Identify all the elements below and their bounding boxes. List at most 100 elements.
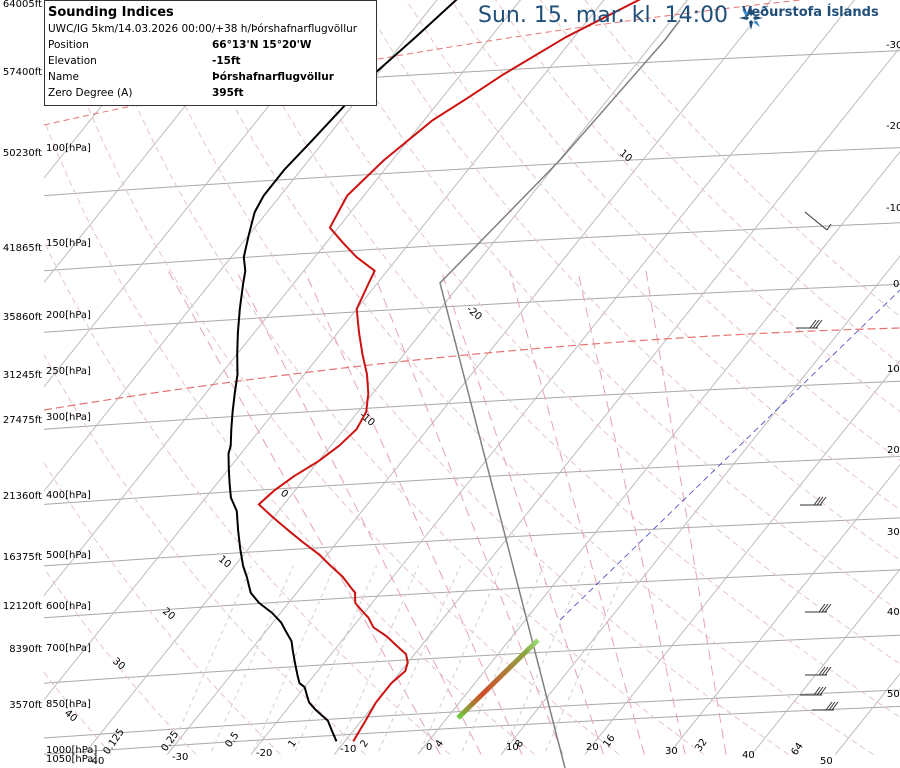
wind-barb-feather [819, 686, 827, 696]
wind-barb-feather [812, 319, 820, 329]
isotherm-label: 30 [110, 656, 127, 673]
isobar-line [44, 689, 900, 739]
right-axis-label: -10 [886, 203, 900, 214]
info-label: Position [48, 39, 89, 51]
pressure-tick-label: 250[hPa] [46, 366, 91, 377]
bottom-axis-label: 50 [820, 756, 833, 767]
wind-barb-staff [804, 211, 828, 231]
bottom-axis-label: -20 [256, 748, 272, 759]
pressure-tick-label: 850[hPa] [46, 699, 91, 710]
dry-adiabat-line [137, 0, 789, 755]
mixing-ratio-line [336, 565, 419, 752]
altitude-tick-label: 21360ft [3, 491, 42, 502]
moist-adiabat-line [440, 270, 604, 755]
wind-barb-2 [796, 319, 823, 329]
isobar-line [44, 222, 900, 272]
mixing-ratio-label: 4 [433, 738, 446, 750]
isotherm-line [44, 0, 355, 388]
dry-adiabat-line [44, 353, 366, 755]
info-row-elevation: Elevation -15ft [48, 53, 372, 69]
isotherm-line [667, 464, 900, 755]
wind-barb-feather [821, 603, 829, 613]
snowflake-logo-icon [739, 6, 763, 30]
isotherm-line [751, 568, 900, 755]
wind-barb-feather [825, 701, 833, 711]
mixing-ratio-label: 8 [513, 738, 526, 750]
info-value: 66°13'N 15°20'W [212, 39, 312, 51]
mixing-ratio-label: 64 [789, 741, 805, 758]
dry-adiabat-line [584, 0, 900, 318]
dry-adiabat-line [48, 0, 620, 755]
isotherm-line [834, 672, 900, 755]
mixing-ratio-line [419, 565, 503, 752]
mixing-ratio-line [294, 565, 378, 752]
altitude-tick-label: 31245ft [3, 370, 42, 381]
mixing-ratio-label: 0.125 [101, 727, 126, 757]
isobar-line [44, 455, 900, 505]
altitude-tick-label: 50230ft [3, 148, 42, 159]
mixing-ratio-label: 16 [601, 733, 617, 750]
right-axis-label: 50 [887, 689, 900, 700]
isotherm-label: 10 [216, 554, 233, 571]
wind-barb-feather [821, 666, 829, 676]
pressure-tick-label: 100[hPa] [46, 143, 91, 154]
wind-barb-feather [818, 603, 826, 613]
altitude-tick-label: 16375ft [3, 552, 42, 563]
mixing-ratio-line [503, 565, 586, 752]
bottom-axis-label: 10 [506, 742, 519, 753]
wind-barb-feather [816, 686, 824, 696]
parcel-ascent-segment [456, 638, 540, 720]
isotherm-line [417, 150, 900, 755]
altitude-tick-label: 27475ft [3, 415, 42, 426]
info-label: Zero Degree (A) [48, 87, 133, 99]
bottom-axis-label: -30 [172, 752, 188, 763]
isotherm-label: 40 [62, 708, 79, 725]
isobar-line [44, 147, 900, 197]
wind-barb-7 [812, 701, 839, 711]
dry-adiabat-line [361, 0, 900, 561]
isobar-line [44, 283, 900, 333]
wind-barb-feather [816, 496, 824, 506]
wind-barb-1 [804, 211, 832, 231]
wind-barb-feather [813, 496, 821, 506]
isotherm-label: 20 [160, 606, 177, 623]
wind-barb-feather [824, 603, 832, 613]
isotherm-line [44, 0, 605, 701]
isotherm-line [500, 255, 900, 755]
pressure-tick-label: 400[hPa] [46, 490, 91, 501]
logo-text: Veðurstofa Íslands [742, 5, 879, 20]
wind-barb-feather [813, 686, 821, 696]
logo[interactable]: Veðurstofa Íslands [738, 5, 879, 30]
bottom-axis-label: 30 [665, 746, 678, 757]
wind-barb-feather [826, 223, 832, 231]
dry-adiabat-line [405, 0, 900, 511]
altitude-tick-label: 8390ft [9, 644, 42, 655]
wind-barb-feather [815, 319, 823, 329]
dry-adiabat-line [44, 461, 281, 755]
right-axis-label: 0 [893, 279, 899, 290]
pressure-tick-label: 1000[hPa] [46, 745, 97, 756]
chart-title: Sun. 15. mar. kl. 14:00 [478, 3, 728, 28]
info-label: Elevation [48, 55, 97, 67]
isobar-line [44, 705, 900, 755]
mixing-ratio-line [211, 565, 294, 752]
moist-adiabat-line [167, 270, 441, 755]
isotherm-line [584, 359, 900, 755]
right-axis-label: -30 [886, 40, 900, 51]
isobar-line [44, 517, 900, 567]
altitude-tick-label: 12120ft [3, 601, 42, 612]
altitude-tick-label: 41865ft [3, 243, 42, 254]
wind-barb-feather [818, 666, 826, 676]
dry-adiabat-line [450, 0, 900, 461]
pressure-tick-label: 500[hPa] [46, 550, 91, 561]
moist-adiabat-line [304, 270, 523, 755]
wind-barb-feather [824, 666, 832, 676]
pressure-tick-label: 150[hPa] [46, 238, 91, 249]
info-label: Name [48, 71, 79, 83]
moist-adiabat-line [645, 270, 727, 755]
isotherm-line [250, 0, 856, 755]
altitude-tick-label: 35860ft [3, 312, 42, 323]
isotherm-line [166, 0, 772, 755]
